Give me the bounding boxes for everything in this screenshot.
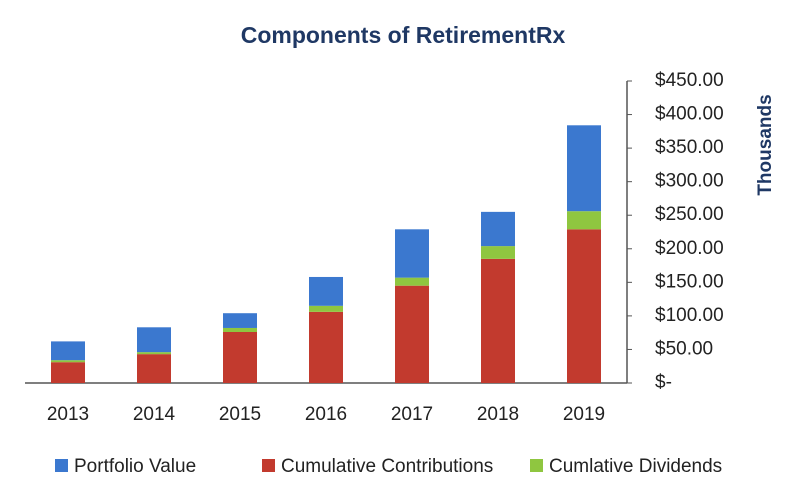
bar-segment	[567, 211, 601, 230]
x-tick-label: 2016	[305, 404, 347, 425]
bar-segment	[395, 229, 429, 278]
x-tick-label: 2015	[219, 404, 261, 425]
legend-label: Portfolio Value	[74, 456, 196, 477]
bar-segment	[309, 276, 343, 306]
bar-segment	[137, 352, 171, 355]
y-tick-label: $250.00	[655, 204, 724, 225]
bar-segment	[137, 354, 171, 383]
y-axis-title: Thousands	[755, 94, 776, 195]
bar-segment	[309, 311, 343, 383]
bar-segment	[481, 258, 515, 383]
y-tick-label: $100.00	[655, 305, 724, 326]
bar-segment	[223, 327, 257, 332]
y-tick-label: $300.00	[655, 171, 724, 192]
bar-segment	[395, 277, 429, 286]
bar-segment	[51, 341, 85, 361]
bar-segment	[481, 246, 515, 259]
bar-segment	[223, 331, 257, 383]
chart-title: Components of RetirementRx	[241, 22, 566, 48]
legend-label: Cumulative Contributions	[281, 456, 493, 477]
x-tick-label: 2014	[133, 404, 176, 425]
bar-segment	[395, 285, 429, 383]
bar-segment	[567, 229, 601, 383]
y-tick-label: $200.00	[655, 238, 724, 259]
x-tick-label: 2013	[47, 404, 89, 425]
bar-segment	[51, 362, 85, 383]
legend-swatch	[262, 459, 275, 472]
legend-swatch	[530, 459, 543, 472]
x-tick-label: 2017	[391, 404, 433, 425]
x-tick-label: 2018	[477, 404, 519, 425]
bar-segment	[137, 327, 171, 353]
y-tick-label: $350.00	[655, 137, 724, 158]
legend-swatch	[55, 459, 68, 472]
bar-segment	[481, 211, 515, 247]
legend-label: Cumlative Dividends	[549, 456, 722, 477]
y-tick-label: $150.00	[655, 271, 724, 292]
y-tick-label: $450.00	[655, 70, 724, 91]
y-tick-label: $50.00	[655, 338, 713, 359]
bar-segment	[309, 305, 343, 312]
bar-segment	[51, 360, 85, 363]
bar-segment	[567, 125, 601, 212]
y-tick-label: $400.00	[655, 104, 724, 125]
x-tick-label: 2019	[563, 404, 605, 425]
bar-segment	[223, 313, 257, 328]
y-tick-label: $-	[655, 372, 672, 393]
